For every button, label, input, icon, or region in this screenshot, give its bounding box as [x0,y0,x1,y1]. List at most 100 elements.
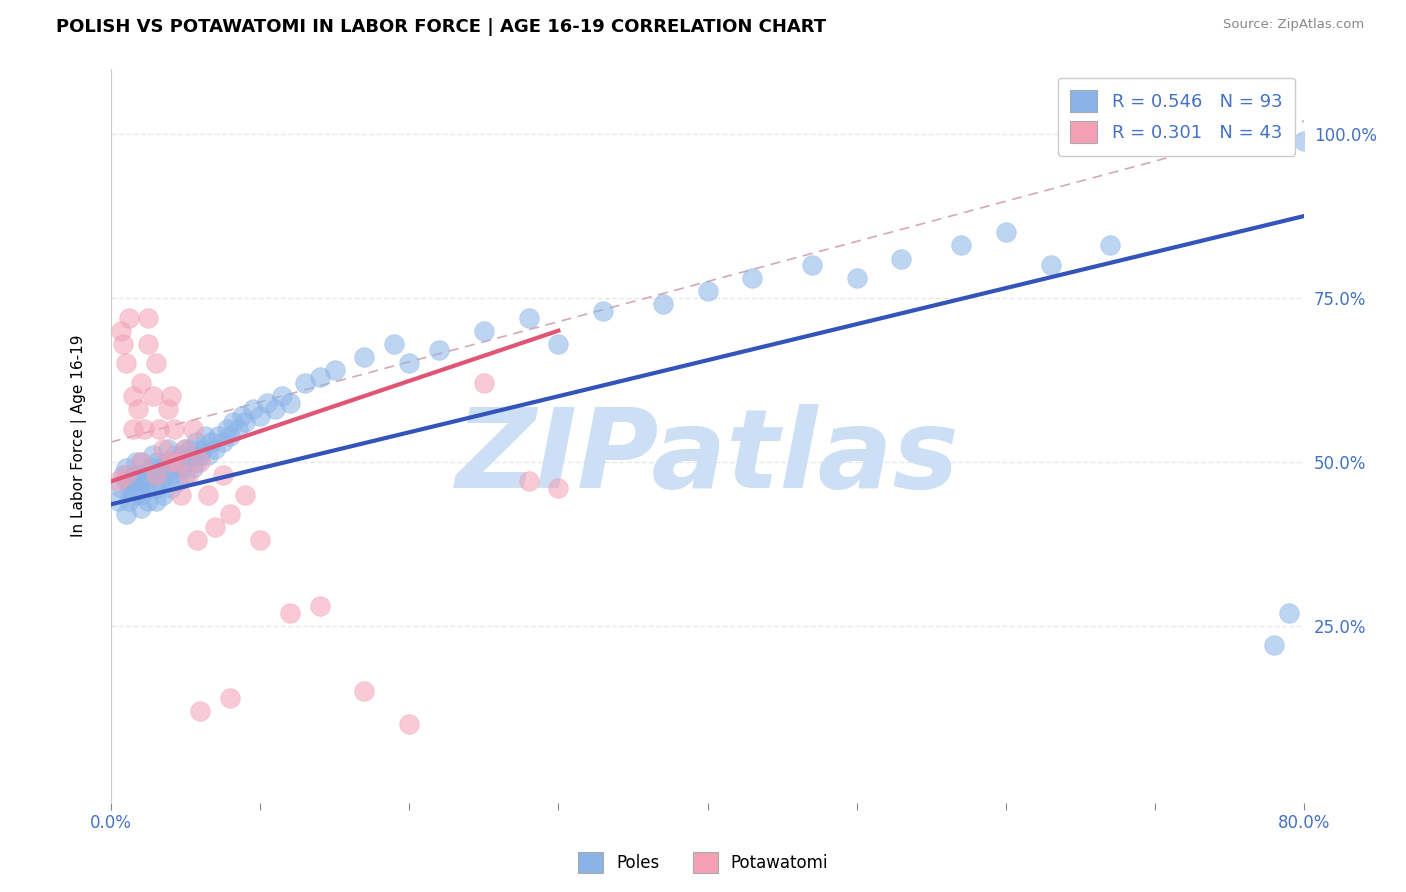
Point [651,297,673,311]
Point [155,455,177,469]
Point [129,376,152,391]
Point [264,402,287,417]
Point [994,226,1017,240]
Point [163,448,186,462]
Point [308,369,330,384]
Point [136,475,159,489]
Point [226,422,249,436]
Point [181,422,204,436]
Point [219,507,242,521]
Point [294,376,316,391]
Point [114,475,136,489]
Point [382,336,405,351]
Point [145,467,167,482]
Point [194,428,217,442]
Point [145,481,167,495]
Point [122,389,145,403]
Point [547,336,569,351]
Point [427,343,450,358]
Point [1099,238,1122,252]
Point [197,448,219,462]
Point [242,402,264,417]
Point [139,461,162,475]
Point [249,533,271,548]
Point [162,422,184,436]
Point [110,324,132,338]
Point [149,475,172,489]
Point [129,500,152,515]
Point [197,487,219,501]
Point [353,684,375,698]
Point [134,481,156,495]
Point [517,310,540,325]
Point [741,271,763,285]
Point [129,455,152,469]
Point [145,356,167,370]
Point [800,258,823,272]
Point [174,442,197,456]
Point [188,455,211,469]
Point [170,461,193,475]
Point [183,448,205,462]
Point [472,324,495,338]
Point [114,356,136,370]
Point [159,455,181,469]
Point [114,467,136,482]
Point [398,356,420,370]
Point [122,487,145,501]
Point [890,252,912,266]
Point [136,494,159,508]
Point [696,285,718,299]
Point [278,606,301,620]
Point [193,442,215,456]
Point [148,422,170,436]
Legend: R = 0.546   N = 93, R = 0.301   N = 43: R = 0.546 N = 93, R = 0.301 N = 43 [1057,78,1295,156]
Point [146,455,169,469]
Text: ZIPatlas: ZIPatlas [456,404,959,511]
Point [547,481,569,495]
Point [156,442,179,456]
Point [219,428,242,442]
Point [127,481,149,495]
Point [353,350,375,364]
Point [159,481,181,495]
Point [110,481,132,495]
Point [145,494,167,508]
Point [111,336,134,351]
Point [1278,606,1301,620]
Point [222,416,245,430]
Point [120,481,142,495]
Point [159,455,181,469]
Point [156,402,179,417]
Point [211,467,233,482]
Point [249,409,271,423]
Point [136,336,159,351]
Point [592,304,614,318]
Point [398,717,420,731]
Point [118,494,141,508]
Point [111,467,134,482]
Point [114,461,136,475]
Point [114,507,136,521]
Point [177,455,200,469]
Point [174,467,197,482]
Point [950,238,973,252]
Point [188,448,211,462]
Text: Source: ZipAtlas.com: Source: ZipAtlas.com [1223,18,1364,31]
Text: POLISH VS POTAWATOMI IN LABOR FORCE | AGE 16-19 CORRELATION CHART: POLISH VS POTAWATOMI IN LABOR FORCE | AG… [56,18,827,36]
Point [107,494,129,508]
Point [167,475,190,489]
Point [204,442,226,456]
Point [159,389,181,403]
Point [172,448,194,462]
Point [207,428,229,442]
Point [152,442,174,456]
Point [323,363,346,377]
Point [136,310,159,325]
Point [271,389,294,403]
Point [308,599,330,613]
Point [1294,134,1316,148]
Point [124,467,146,482]
Point [211,435,233,450]
Point [125,455,148,469]
